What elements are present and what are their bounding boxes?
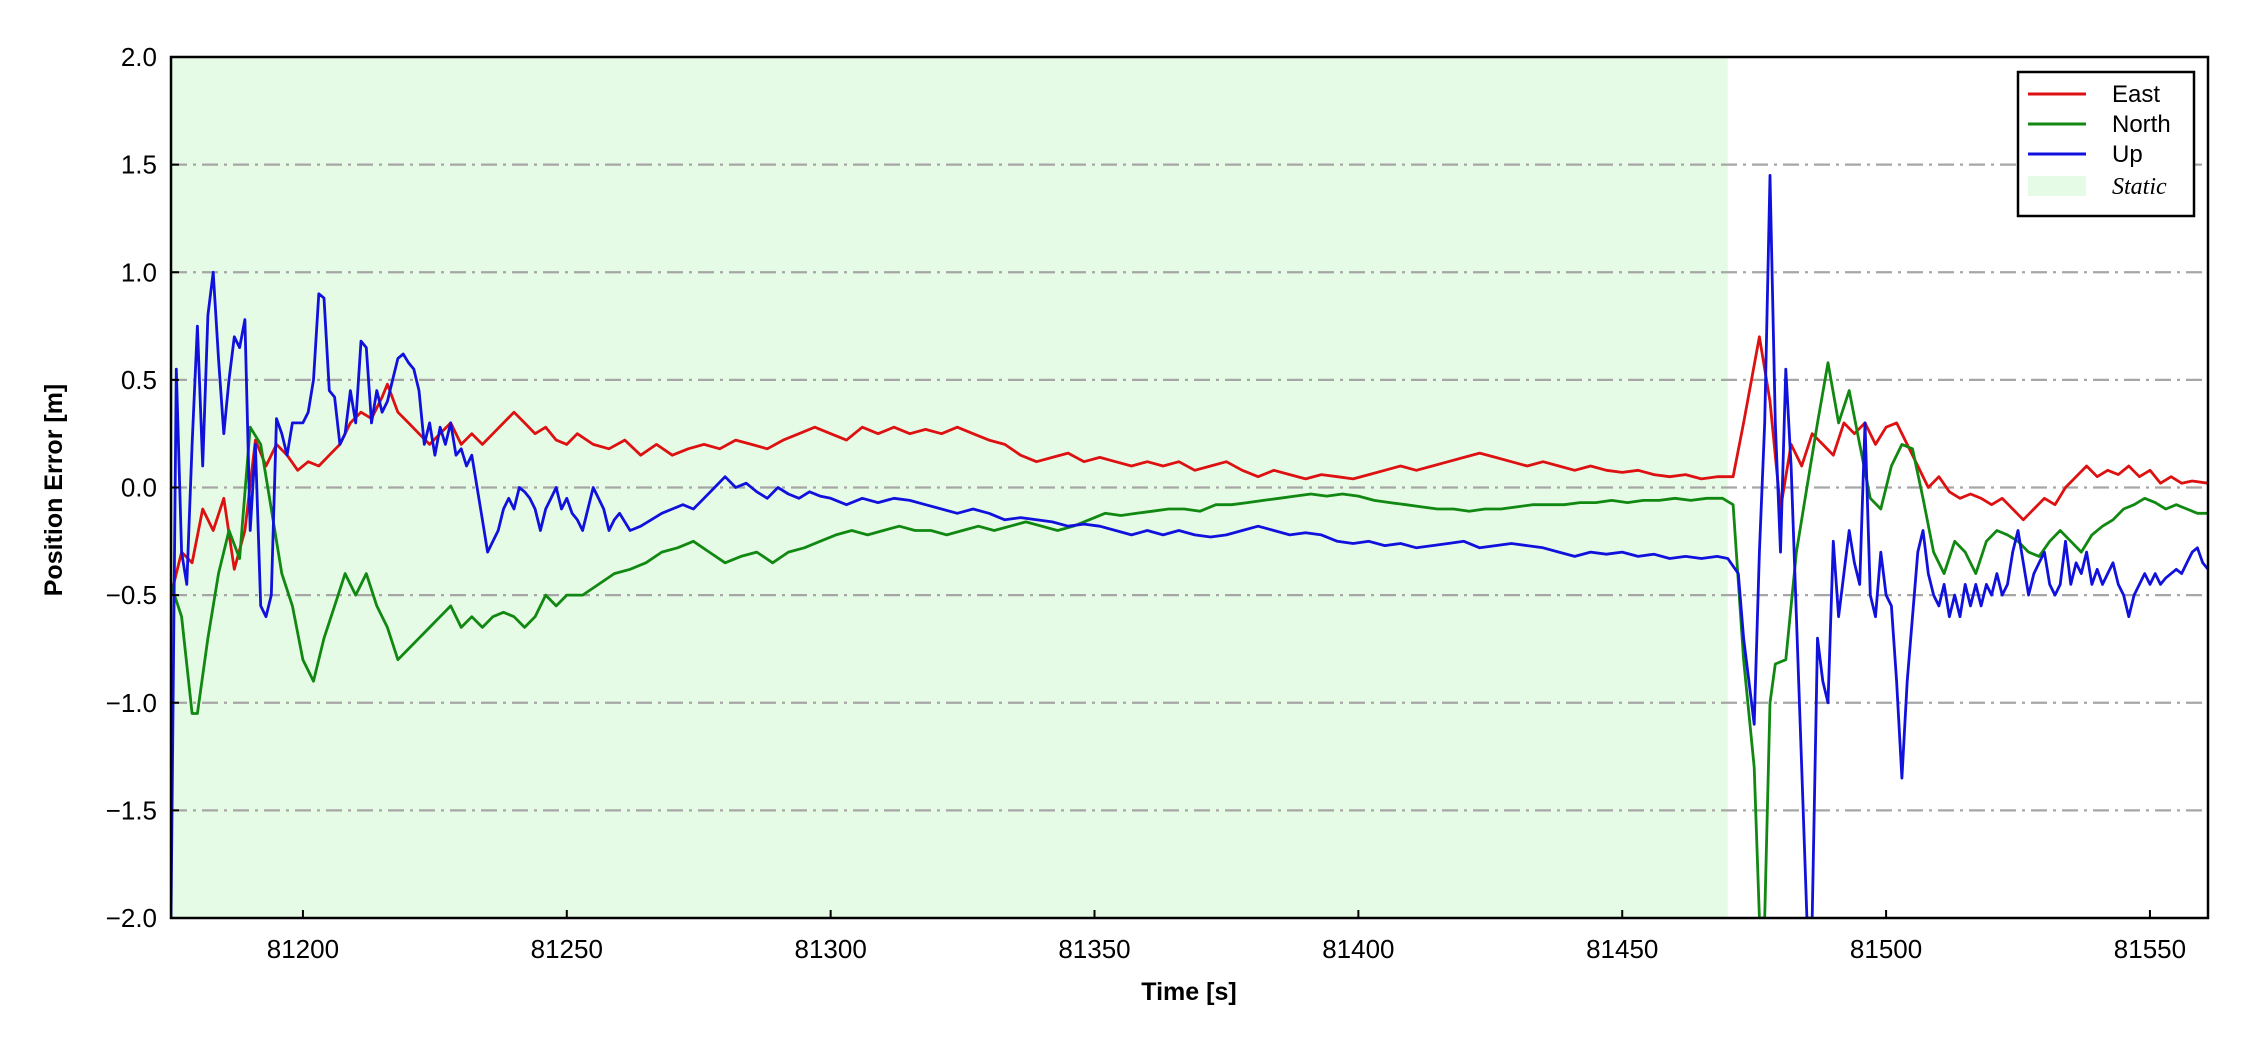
- y-tick-label-3: 0.5: [121, 365, 157, 395]
- y-tick-label-5: −0.5: [106, 580, 157, 610]
- y-tick-label-8: −2.0: [106, 903, 157, 933]
- y-axis-title: Position Error [m]: [40, 384, 68, 597]
- series-line-up: [171, 174, 2208, 918]
- plot-area: 2.0 1.5 1.0 0.5 0.0 −0.5 −1.0 −1.5 −2.0 81200 8125…: [106, 42, 2210, 964]
- x-tick-label-0: 81200: [267, 934, 339, 964]
- x-tick-label-6: 81500: [1850, 934, 1922, 964]
- legend-label-up: Up: [2112, 141, 2143, 168]
- x-tick-label-3: 81350: [1058, 934, 1130, 964]
- legend: East North Up Static: [2016, 70, 2196, 218]
- x-tick-label-5: 81450: [1586, 934, 1658, 964]
- legend-label-static: Static: [2112, 174, 2167, 200]
- y-tick-label-2: 1.0: [121, 257, 157, 287]
- y-tick-label-4: 0.0: [121, 473, 157, 503]
- x-tick-label-1: 81250: [531, 934, 603, 964]
- x-tick-label-4: 81400: [1322, 934, 1394, 964]
- y-tick-label-7: −1.5: [106, 795, 157, 825]
- series-group: [171, 174, 2208, 918]
- legend-label-north: North: [2112, 111, 2171, 138]
- legend-label-east: East: [2112, 81, 2160, 108]
- x-tick-label-7: 81550: [2114, 934, 2186, 964]
- y-tick-label-0: 2.0: [121, 42, 157, 72]
- x-axis-title: Time [s]: [1141, 978, 1236, 1006]
- x-tick-label-2: 81300: [794, 934, 866, 964]
- y-tick-label-6: −1.0: [106, 688, 157, 718]
- legend-swatch-static: [2028, 176, 2086, 196]
- series-line-north: [171, 361, 2208, 918]
- legend-box: [2016, 70, 2196, 218]
- y-tick-label-1: 1.5: [121, 150, 157, 180]
